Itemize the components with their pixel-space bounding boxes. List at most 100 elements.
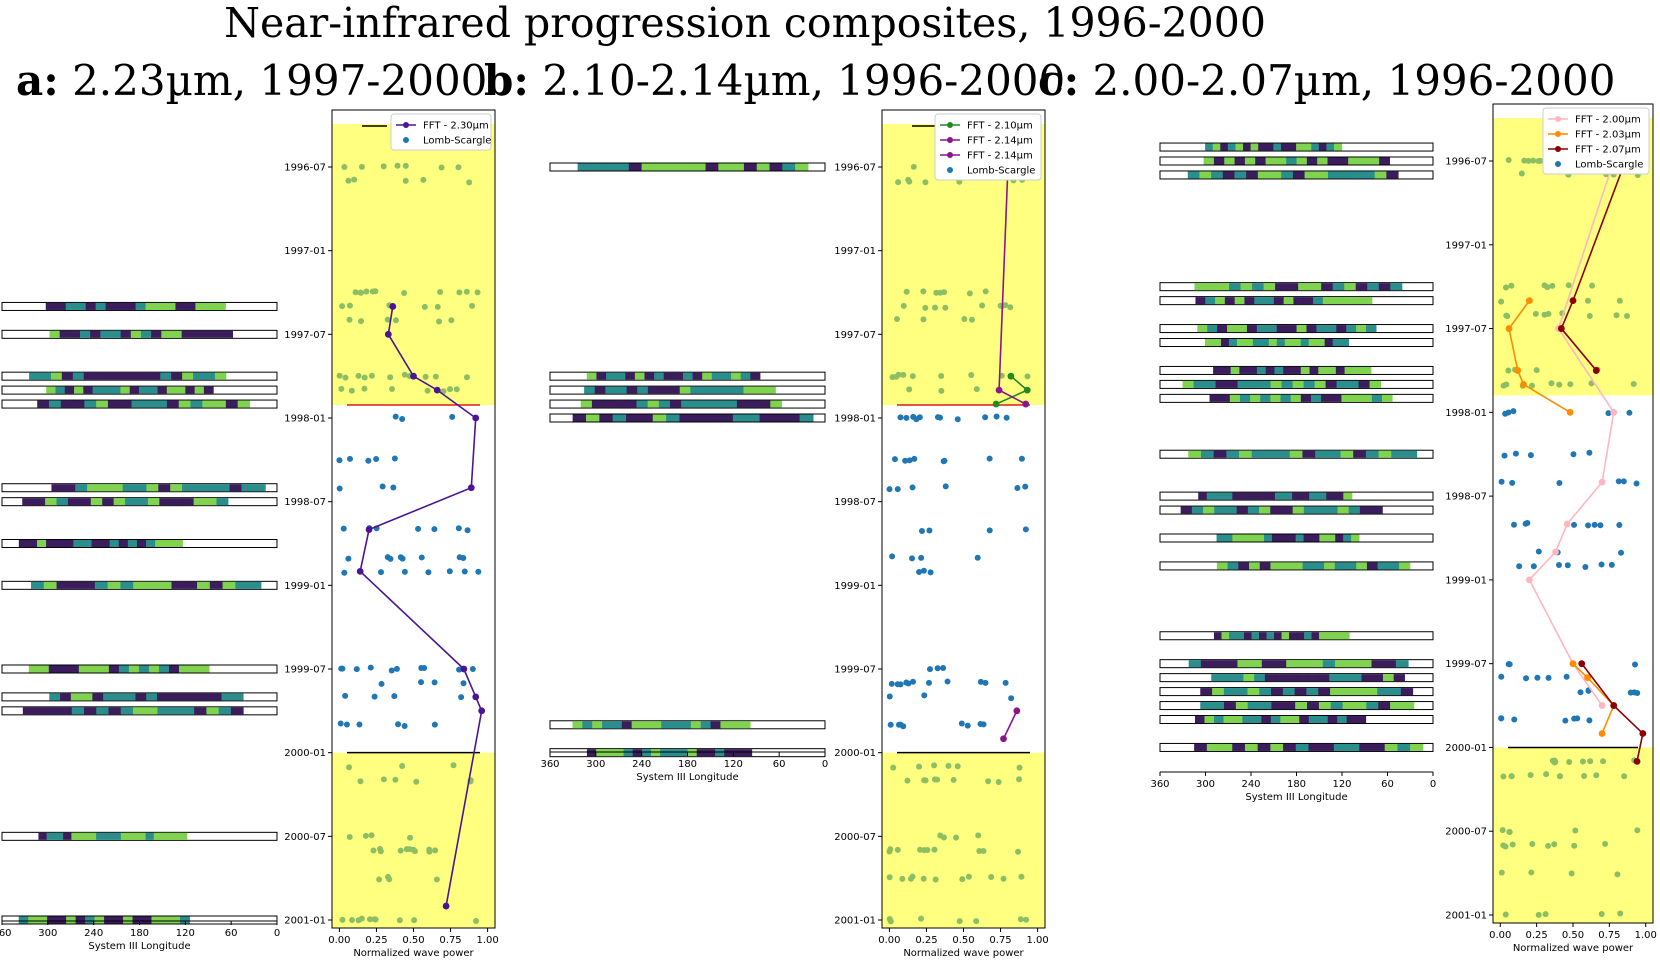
lomb-scargle-point bbox=[413, 778, 420, 785]
lomb-scargle-point bbox=[986, 455, 993, 462]
lomb-scargle-point bbox=[1600, 758, 1607, 765]
lomb-scargle-point bbox=[345, 555, 352, 562]
lomb-scargle-point bbox=[1618, 549, 1625, 556]
longitude-strip-segment bbox=[118, 665, 130, 673]
longitude-strip-segment bbox=[1228, 632, 1237, 640]
longitude-strip-segment bbox=[647, 400, 660, 408]
lomb-scargle-point bbox=[1022, 483, 1029, 490]
longitude-strip-segment bbox=[167, 693, 179, 701]
lomb-scargle-point bbox=[1574, 715, 1581, 722]
lomb-scargle-point bbox=[1516, 563, 1523, 570]
longitude-strip-segment bbox=[1247, 688, 1260, 696]
lomb-scargle-point bbox=[965, 873, 972, 880]
longitude-strip-segment bbox=[1310, 394, 1322, 402]
longitude-strip-segment bbox=[205, 484, 219, 492]
lomb-scargle-point bbox=[1571, 521, 1578, 528]
longitude-strip-segment bbox=[161, 330, 172, 338]
longitude-strip-segment bbox=[1299, 716, 1310, 724]
longitude-strip-segment bbox=[1257, 492, 1267, 500]
longitude-strip-segment bbox=[90, 498, 103, 506]
lomb-scargle-point bbox=[1621, 773, 1628, 780]
x-tick-label: 0.50 bbox=[1562, 930, 1584, 941]
longitude-strip-segment bbox=[1291, 366, 1302, 374]
longitude-strip-segment bbox=[1212, 143, 1221, 151]
longitude-strip-segment bbox=[125, 498, 137, 506]
longitude-strip-segment bbox=[1309, 283, 1322, 291]
longitude-strip-segment bbox=[1213, 632, 1222, 640]
longitude-strip-segment bbox=[127, 540, 138, 547]
longitude-strip-segment bbox=[1271, 534, 1281, 542]
legend-marker bbox=[403, 137, 409, 143]
longitude-strip-segment bbox=[650, 749, 661, 757]
lomb-scargle-point bbox=[336, 485, 343, 492]
date-tick-label: 1998-01 bbox=[1445, 408, 1487, 419]
longitude-strip-segment bbox=[1393, 674, 1405, 682]
longitude-strip-segment bbox=[732, 386, 744, 394]
longitude-strip-segment bbox=[639, 414, 654, 422]
legend-label: FFT - 2.07µm bbox=[1575, 145, 1641, 156]
strip-axis-label: System III Longitude bbox=[1245, 792, 1347, 803]
x-tick-label: 0.50 bbox=[402, 935, 424, 946]
longitude-strip-segment bbox=[130, 330, 142, 338]
longitude-strip-segment bbox=[654, 163, 668, 171]
longitude-strip-segment bbox=[1298, 283, 1311, 291]
longitude-strip-segment bbox=[1212, 702, 1225, 710]
lomb-scargle-point bbox=[1613, 312, 1620, 319]
lomb-scargle-point bbox=[422, 373, 429, 380]
longitude-strip-segment bbox=[1366, 325, 1377, 333]
longitude-strip-segment bbox=[1318, 716, 1329, 724]
lomb-scargle-point bbox=[1508, 282, 1515, 289]
longitude-strip-segment bbox=[696, 749, 707, 757]
longitude-strip-segment bbox=[1251, 632, 1260, 640]
longitude-strip-segment bbox=[1270, 506, 1282, 514]
longitude-strip-segment bbox=[1219, 394, 1231, 402]
panel-c-strips: 360 300 240 180 120 60 0 System III Longitude bbox=[1150, 142, 1436, 803]
lomb-scargle-point bbox=[966, 290, 973, 297]
legend-label: FFT - 2.14µm bbox=[967, 136, 1033, 147]
longitude-strip-segment bbox=[1356, 562, 1368, 570]
lomb-scargle-point bbox=[933, 289, 940, 296]
lomb-scargle-point bbox=[1582, 563, 1589, 570]
x-tick-label: 1.00 bbox=[476, 935, 498, 946]
longitude-strip-segment bbox=[1200, 450, 1215, 458]
longitude-strip-segment bbox=[182, 372, 194, 380]
longitude-strip-segment bbox=[1256, 534, 1265, 542]
longitude-strip-segment bbox=[1348, 506, 1361, 514]
lomb-scargle-point bbox=[886, 693, 893, 700]
lomb-scargle-point bbox=[361, 385, 368, 392]
longitude-strip-segment bbox=[636, 400, 649, 408]
longitude-strip-segment bbox=[1319, 534, 1328, 542]
longitude-strip-segment bbox=[1205, 339, 1214, 347]
date-tick-label: 2000-01 bbox=[834, 748, 876, 759]
lomb-scargle-point bbox=[950, 776, 957, 783]
lomb-scargle-point bbox=[886, 874, 893, 881]
longitude-strip-segment bbox=[626, 414, 640, 422]
longitude-strip-segment bbox=[65, 302, 77, 310]
longitude-strip-segment bbox=[1259, 562, 1271, 570]
longitude-strip-segment bbox=[1261, 716, 1272, 724]
x-tick-label: 0.75 bbox=[989, 935, 1011, 946]
longitude-strip-segment bbox=[60, 400, 74, 408]
longitude-strip-segment bbox=[1353, 366, 1363, 374]
longitude-strip-segment bbox=[92, 386, 103, 394]
longitude-strip-segment bbox=[1308, 743, 1322, 751]
date-tick-label: 2001-01 bbox=[284, 916, 326, 927]
longitude-strip-segment bbox=[1240, 283, 1253, 291]
lomb-scargle-point bbox=[1634, 827, 1641, 834]
longitude-strip-segment bbox=[1336, 380, 1349, 388]
longitude-strip-segment bbox=[1266, 325, 1278, 333]
lomb-scargle-point bbox=[1616, 297, 1623, 304]
legend-label: FFT - 2.10µm bbox=[967, 121, 1033, 132]
longitude-strip-segment bbox=[1314, 380, 1327, 388]
lomb-scargle-point bbox=[887, 721, 894, 728]
lomb-scargle-point bbox=[1543, 771, 1550, 778]
longitude-strip-segment bbox=[45, 302, 57, 310]
longitude-strip-segment bbox=[175, 302, 186, 310]
lomb-scargle-point bbox=[942, 304, 949, 311]
longitude-strip-segment bbox=[1343, 534, 1352, 542]
longitude-strip-segment bbox=[1381, 394, 1393, 402]
longitude-strip-segment bbox=[692, 163, 707, 171]
longitude-strip-segment bbox=[54, 832, 64, 840]
strip-tick-label: 300 bbox=[38, 928, 57, 939]
longitude-strip-segment bbox=[706, 414, 721, 422]
